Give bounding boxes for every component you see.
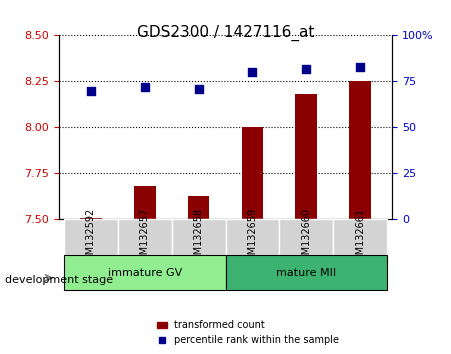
Legend: transformed count, percentile rank within the sample: transformed count, percentile rank withi… bbox=[153, 316, 343, 349]
Bar bbox=[242, 127, 263, 219]
Point bbox=[249, 69, 256, 75]
Point bbox=[356, 64, 364, 69]
Text: mature MII: mature MII bbox=[276, 268, 336, 278]
FancyBboxPatch shape bbox=[279, 219, 333, 255]
Text: GSM132660: GSM132660 bbox=[301, 208, 311, 267]
Bar bbox=[80, 218, 101, 219]
FancyBboxPatch shape bbox=[118, 219, 172, 255]
Bar bbox=[134, 186, 156, 219]
Text: GSM132592: GSM132592 bbox=[86, 207, 96, 267]
Text: GSM132661: GSM132661 bbox=[355, 208, 365, 267]
Text: GSM132658: GSM132658 bbox=[193, 207, 203, 267]
Text: development stage: development stage bbox=[5, 275, 113, 285]
FancyBboxPatch shape bbox=[226, 255, 387, 290]
Text: GSM132659: GSM132659 bbox=[248, 207, 258, 267]
FancyBboxPatch shape bbox=[333, 219, 387, 255]
Text: GSM132657: GSM132657 bbox=[140, 207, 150, 267]
FancyBboxPatch shape bbox=[64, 255, 226, 290]
FancyBboxPatch shape bbox=[64, 219, 118, 255]
Text: immature GV: immature GV bbox=[108, 268, 182, 278]
Text: GDS2300 / 1427116_at: GDS2300 / 1427116_at bbox=[137, 25, 314, 41]
FancyBboxPatch shape bbox=[226, 219, 279, 255]
Point bbox=[87, 88, 95, 93]
Point bbox=[141, 84, 148, 90]
Bar bbox=[295, 94, 317, 219]
Point bbox=[303, 66, 310, 72]
Bar bbox=[350, 81, 371, 219]
Bar bbox=[188, 195, 209, 219]
Point bbox=[195, 86, 202, 92]
FancyBboxPatch shape bbox=[172, 219, 226, 255]
